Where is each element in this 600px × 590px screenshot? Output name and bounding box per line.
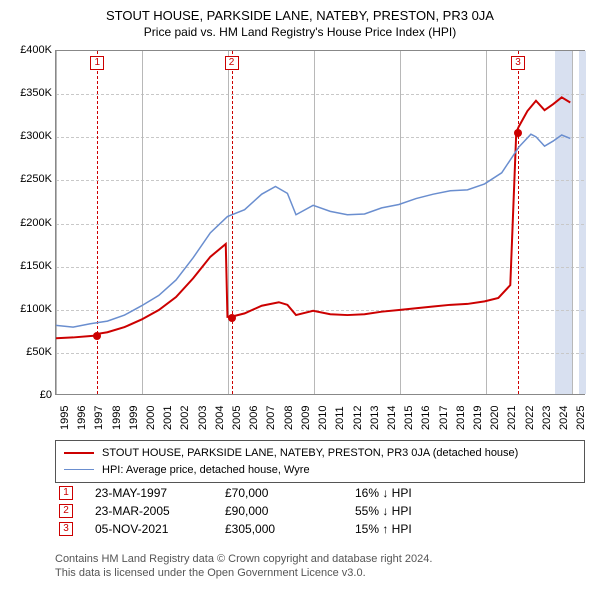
x-tick-label: 2009 (300, 406, 312, 430)
x-tick-label: 2007 (265, 406, 277, 430)
marker-box: 3 (511, 56, 525, 70)
x-tick-label: 2003 (197, 406, 209, 430)
event-delta: 16% ↓ HPI (355, 486, 475, 500)
legend-swatch (64, 452, 94, 454)
event-delta: 15% ↑ HPI (355, 522, 475, 536)
y-tick-label: £250K (2, 173, 52, 185)
y-tick-label: £300K (2, 130, 52, 142)
event-delta: 55% ↓ HPI (355, 504, 475, 518)
x-tick-label: 2006 (248, 406, 260, 430)
x-tick-label: 2011 (334, 406, 346, 430)
marker-dot (228, 314, 236, 322)
x-tick-label: 2010 (317, 406, 329, 430)
event-date: 05-NOV-2021 (95, 522, 225, 536)
x-tick-label: 1998 (111, 406, 123, 430)
y-tick-label: £400K (2, 44, 52, 56)
x-tick-label: 2024 (558, 406, 570, 430)
event-date: 23-MAY-1997 (95, 486, 225, 500)
x-tick-label: 2002 (179, 406, 191, 430)
x-tick-label: 1997 (93, 406, 105, 430)
x-tick-label: 2016 (420, 406, 432, 430)
x-tick-label: 1996 (76, 406, 88, 430)
x-tick-label: 2023 (541, 406, 553, 430)
x-tick-label: 2008 (283, 406, 295, 430)
marker-dot (514, 129, 522, 137)
legend-item: HPI: Average price, detached house, Wyre (64, 462, 576, 479)
event-row: 2 23-MAR-2005£90,00055% ↓ HPI (55, 502, 585, 520)
x-tick-label: 2014 (386, 406, 398, 430)
marker-box: 1 (90, 56, 104, 70)
event-row: 1 23-MAY-1997£70,00016% ↓ HPI (55, 484, 585, 502)
plot-area: 1 2 3 (55, 50, 585, 395)
x-tick-label: 2005 (231, 406, 243, 430)
series-hpi (56, 134, 570, 327)
event-price: £305,000 (225, 522, 355, 536)
legend-item: STOUT HOUSE, PARKSIDE LANE, NATEBY, PRES… (64, 445, 576, 462)
event-list: 1 23-MAY-1997£70,00016% ↓ HPI 2 23-MAR-2005… (55, 484, 585, 538)
x-tick-label: 2025 (575, 406, 587, 430)
event-price: £70,000 (225, 486, 355, 500)
chart-title: STOUT HOUSE, PARKSIDE LANE, NATEBY, PRES… (0, 0, 600, 23)
marker-dot (93, 332, 101, 340)
legend-label: STOUT HOUSE, PARKSIDE LANE, NATEBY, PRES… (102, 445, 518, 462)
series-price_paid (56, 97, 570, 338)
y-tick-label: £0 (2, 389, 52, 401)
x-tick-label: 2013 (369, 406, 381, 430)
chart-container: STOUT HOUSE, PARKSIDE LANE, NATEBY, PRES… (0, 0, 600, 590)
event-row: 3 05-NOV-2021£305,00015% ↑ HPI (55, 520, 585, 538)
x-tick-label: 2022 (524, 406, 536, 430)
line-layer (56, 51, 584, 394)
legend-label: HPI: Average price, detached house, Wyre (102, 462, 310, 479)
x-tick-label: 2018 (455, 406, 467, 430)
y-tick-label: £100K (2, 303, 52, 315)
event-marker: 3 (59, 522, 73, 536)
event-marker: 1 (59, 486, 73, 500)
x-tick-label: 2015 (403, 406, 415, 430)
x-tick-label: 1999 (128, 406, 140, 430)
x-tick-label: 2017 (438, 406, 450, 430)
footer-line2: This data is licensed under the Open Gov… (55, 566, 585, 580)
footer: Contains HM Land Registry data © Crown c… (55, 552, 585, 581)
marker-box: 2 (225, 56, 239, 70)
x-tick-label: 2019 (472, 406, 484, 430)
x-tick-label: 2021 (506, 406, 518, 430)
chart-subtitle: Price paid vs. HM Land Registry's House … (0, 23, 600, 45)
event-date: 23-MAR-2005 (95, 504, 225, 518)
legend-swatch (64, 469, 94, 470)
y-tick-label: £50K (2, 346, 52, 358)
y-tick-label: £150K (2, 260, 52, 272)
event-marker: 2 (59, 504, 73, 518)
x-tick-label: 2004 (214, 406, 226, 430)
y-tick-label: £350K (2, 87, 52, 99)
x-tick-label: 2020 (489, 406, 501, 430)
x-tick-label: 1995 (59, 406, 71, 430)
footer-line1: Contains HM Land Registry data © Crown c… (55, 552, 585, 566)
x-tick-label: 2001 (162, 406, 174, 430)
event-price: £90,000 (225, 504, 355, 518)
x-tick-label: 2012 (352, 406, 364, 430)
x-tick-label: 2000 (145, 406, 157, 430)
y-tick-label: £200K (2, 217, 52, 229)
legend: STOUT HOUSE, PARKSIDE LANE, NATEBY, PRES… (55, 440, 585, 483)
